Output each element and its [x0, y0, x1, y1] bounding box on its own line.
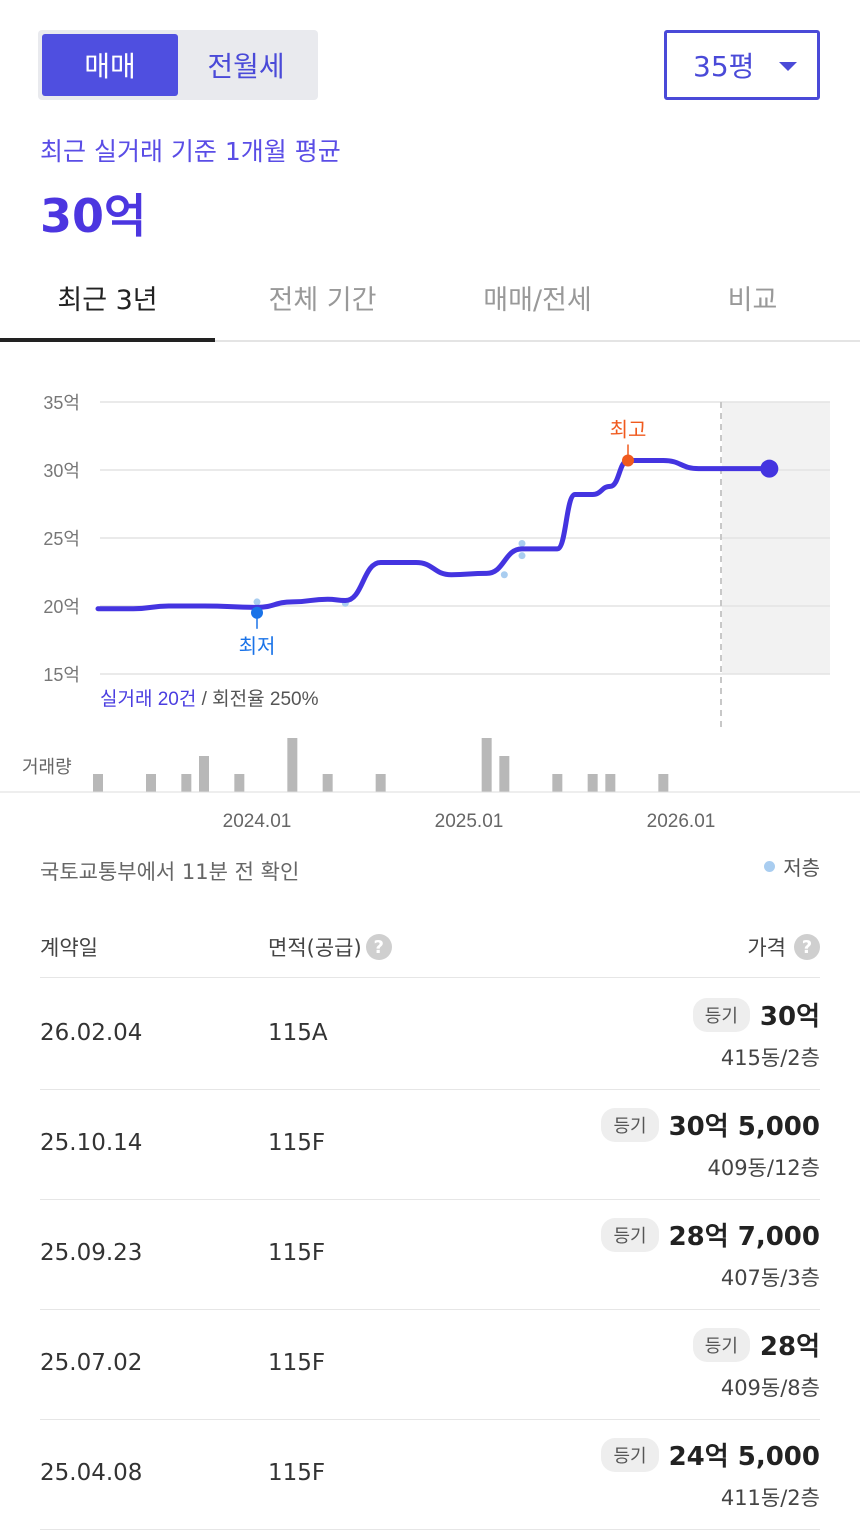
tab-compare[interactable]: 비교 — [727, 284, 778, 316]
deal-price: 30억 — [759, 1002, 820, 1032]
low-floor-point — [518, 552, 526, 560]
volume-bar — [181, 774, 192, 792]
transactions-list: 26.02.04 115A 등기 30억 415동/2층 25.10.14 115F 등기 30… — [40, 980, 820, 1530]
price-cell: 등기 28억 — [692, 1326, 820, 1363]
table-row[interactable]: 25.10.14 115F 등기 30억 5,000 409동/12층 — [40, 1090, 820, 1200]
legend-low-floor: 저층 — [783, 856, 820, 880]
contract-date: 26.02.04 — [40, 1020, 143, 1046]
y-tick-label: 30억 — [43, 461, 80, 481]
volume-label: 거래량 — [22, 757, 72, 777]
deal-count: 실거래 20건 — [100, 688, 196, 710]
building-floor: 409동/12층 — [707, 1156, 820, 1180]
caret-down-icon — [779, 62, 797, 71]
high-point-marker[interactable] — [622, 454, 634, 467]
x-tick-label: 2025.01 — [435, 811, 504, 832]
header-area: 면적(공급) ? — [268, 932, 392, 962]
high-point-label: 최고 — [610, 418, 647, 441]
contract-date: 25.07.02 — [40, 1350, 143, 1376]
deal-stats: 실거래 20건 / 회전율 250% — [100, 688, 319, 710]
volume-bar — [499, 756, 510, 792]
low-floor-point — [253, 598, 261, 606]
price-chart[interactable]: 35억 30억 25억 20억 15억 거래량 2024.01 2025.01 2026.0… — [0, 370, 860, 840]
registered-badge: 등기 — [692, 1327, 750, 1362]
help-icon[interactable]: ? — [365, 934, 392, 960]
area-type: 115F — [268, 1350, 326, 1376]
tab-recent-3-years[interactable]: 최근 3년 — [57, 284, 158, 316]
volume-bar — [375, 774, 386, 792]
tab-all-period[interactable]: 전체 기간 — [268, 284, 377, 316]
volume-bar — [322, 774, 333, 792]
buy-tab-button[interactable]: 매매 — [42, 34, 178, 96]
average-label: 최근 실거래 기준 1개월 평균 — [40, 137, 341, 166]
low-floor-point — [518, 539, 526, 547]
area-type: 115F — [268, 1460, 326, 1486]
low-point-marker[interactable] — [251, 606, 263, 619]
x-tick-label: 2026.01 — [647, 811, 716, 832]
size-dropdown-value: 35평 — [693, 50, 755, 83]
volume-bar — [552, 774, 563, 792]
active-tab-indicator — [0, 338, 215, 342]
transactions-header: 계약일 면적(공급) ? 가격 ? — [40, 920, 820, 978]
volume-bar — [287, 738, 298, 792]
building-floor: 411동/2층 — [720, 1486, 820, 1510]
header-contract-date: 계약일 — [40, 936, 98, 960]
registered-badge: 등기 — [692, 997, 750, 1032]
volume-bar — [587, 774, 598, 792]
price-cell: 등기 24억 5,000 — [601, 1436, 820, 1473]
volume-bar — [481, 738, 492, 792]
tab-buy-jeonse[interactable]: 매매/전세 — [483, 284, 592, 316]
y-tick-label: 25억 — [43, 529, 80, 549]
deal-price: 28억 — [759, 1332, 820, 1362]
y-tick-label: 15억 — [43, 665, 80, 685]
price-cell: 등기 30억 — [692, 996, 820, 1033]
low-point-label: 최저 — [239, 635, 276, 658]
turnover-rate: / 회전율 250% — [196, 688, 318, 710]
y-tick-label: 20억 — [43, 597, 80, 617]
registered-badge: 등기 — [601, 1217, 659, 1252]
registered-badge: 등기 — [601, 1107, 659, 1142]
building-floor: 409동/8층 — [720, 1376, 820, 1400]
table-row[interactable]: 26.02.04 115A 등기 30억 415동/2층 — [40, 980, 820, 1090]
area-type: 115F — [268, 1240, 326, 1266]
price-cell: 등기 30억 5,000 — [601, 1106, 820, 1143]
price-cell: 등기 28억 7,000 — [601, 1216, 820, 1253]
source-note: 국토교통부에서 11분 전 확인 — [40, 860, 300, 884]
deal-price: 30억 5,000 — [668, 1112, 820, 1142]
x-tick-label: 2024.01 — [223, 811, 292, 832]
deal-price: 28억 7,000 — [668, 1222, 820, 1252]
volume-bar — [234, 774, 245, 792]
table-row[interactable]: 25.04.08 115F 등기 24억 5,000 411동/2층 — [40, 1420, 820, 1530]
chart-legend: 저층 — [764, 852, 820, 881]
area-type: 115A — [268, 1020, 328, 1046]
volume-bar — [199, 756, 209, 792]
header-area-label: 면적(공급) — [268, 936, 362, 960]
contract-date: 25.04.08 — [40, 1460, 143, 1486]
trade-type-toggle: 매매 전월세 — [38, 30, 318, 100]
table-row[interactable]: 25.07.02 115F 등기 28억 409동/8층 — [40, 1310, 820, 1420]
area-type: 115F — [268, 1130, 326, 1156]
average-price: 30억 — [40, 189, 147, 243]
size-dropdown[interactable]: 35평 — [664, 30, 820, 100]
volume-bar — [146, 774, 156, 792]
low-floor-point — [500, 571, 508, 579]
building-floor: 407동/3층 — [720, 1266, 820, 1290]
contract-date: 25.10.14 — [40, 1130, 143, 1156]
registered-badge: 등기 — [601, 1437, 659, 1472]
low-floor-dot-icon — [764, 861, 776, 872]
help-icon[interactable]: ? — [794, 934, 820, 960]
y-tick-label: 35억 — [43, 393, 80, 413]
building-floor: 415동/2층 — [720, 1046, 820, 1070]
contract-date: 25.09.23 — [40, 1240, 143, 1266]
volume-bar — [93, 774, 103, 792]
volume-bar — [605, 774, 616, 792]
deal-price: 24억 5,000 — [668, 1442, 820, 1472]
header-price: 가격 ? — [747, 932, 820, 962]
period-tabs: 최근 3년 전체 기간 매매/전세 비교 — [0, 252, 860, 342]
price-series-line — [95, 457, 772, 612]
current-point-marker[interactable] — [760, 459, 779, 478]
table-row[interactable]: 25.09.23 115F 등기 28억 7,000 407동/3층 — [40, 1200, 820, 1310]
volume-bar — [658, 774, 669, 792]
rent-tab-button[interactable]: 전월세 — [207, 50, 285, 83]
header-price-label: 가격 — [747, 936, 786, 960]
